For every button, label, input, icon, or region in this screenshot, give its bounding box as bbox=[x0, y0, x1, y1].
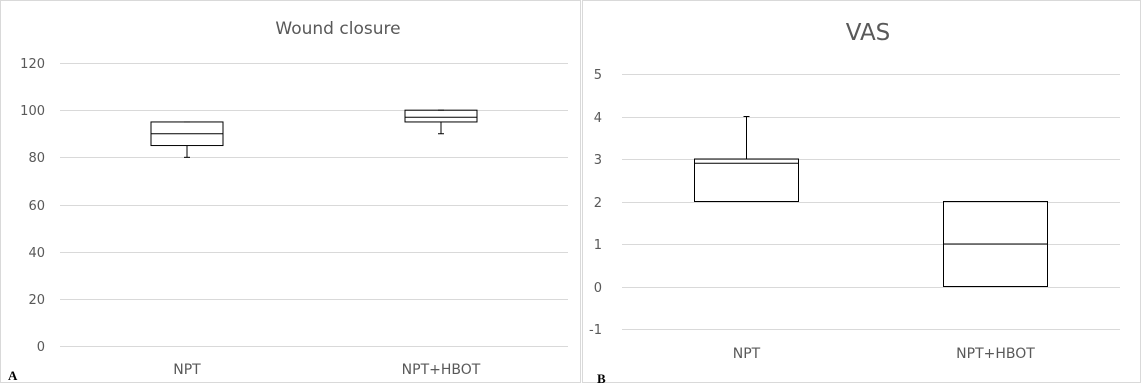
panel-vas: -1 0 1 2 3 4 5 VAS B NPT NPT+HBOT bbox=[589, 20, 1120, 383]
panel-a-border bbox=[0, 0, 581, 383]
y-tick-label: 100 bbox=[20, 104, 45, 119]
y-tick-label: 40 bbox=[28, 246, 45, 261]
y-tick-label: 80 bbox=[28, 151, 45, 166]
chart-title: VAS bbox=[846, 20, 891, 46]
panel-label: B bbox=[597, 371, 606, 383]
panel-label: A bbox=[8, 368, 18, 383]
y-tick-label: 2 bbox=[594, 196, 602, 211]
y-tick-label: 5 bbox=[594, 68, 602, 83]
y-tick-label: -1 bbox=[589, 323, 602, 338]
y-tick-label: 0 bbox=[594, 281, 602, 296]
chart-title: Wound closure bbox=[275, 19, 400, 39]
panel-b-border bbox=[582, 0, 1141, 383]
box-iqr bbox=[694, 158, 799, 202]
y-tick-label: 120 bbox=[20, 57, 45, 72]
y-tick-label: 3 bbox=[594, 153, 602, 168]
y-tick-label: 0 bbox=[37, 340, 45, 355]
y-tick-label: 60 bbox=[28, 199, 45, 214]
y-tick-label: 4 bbox=[594, 111, 602, 126]
x-category-label: NPT+HBOT bbox=[956, 346, 1035, 362]
x-category-label: NPT bbox=[733, 346, 761, 362]
x-category-label: NPT bbox=[173, 362, 201, 378]
x-category-label: NPT+HBOT bbox=[402, 362, 481, 378]
y-tick-label: 1 bbox=[594, 238, 602, 253]
box-iqr bbox=[404, 109, 478, 123]
panel-wound-closure: 0 20 40 60 80 100 120 Wound closure A NPT NPT+HBOT bbox=[8, 19, 568, 383]
y-tick-label: 20 bbox=[28, 293, 45, 308]
